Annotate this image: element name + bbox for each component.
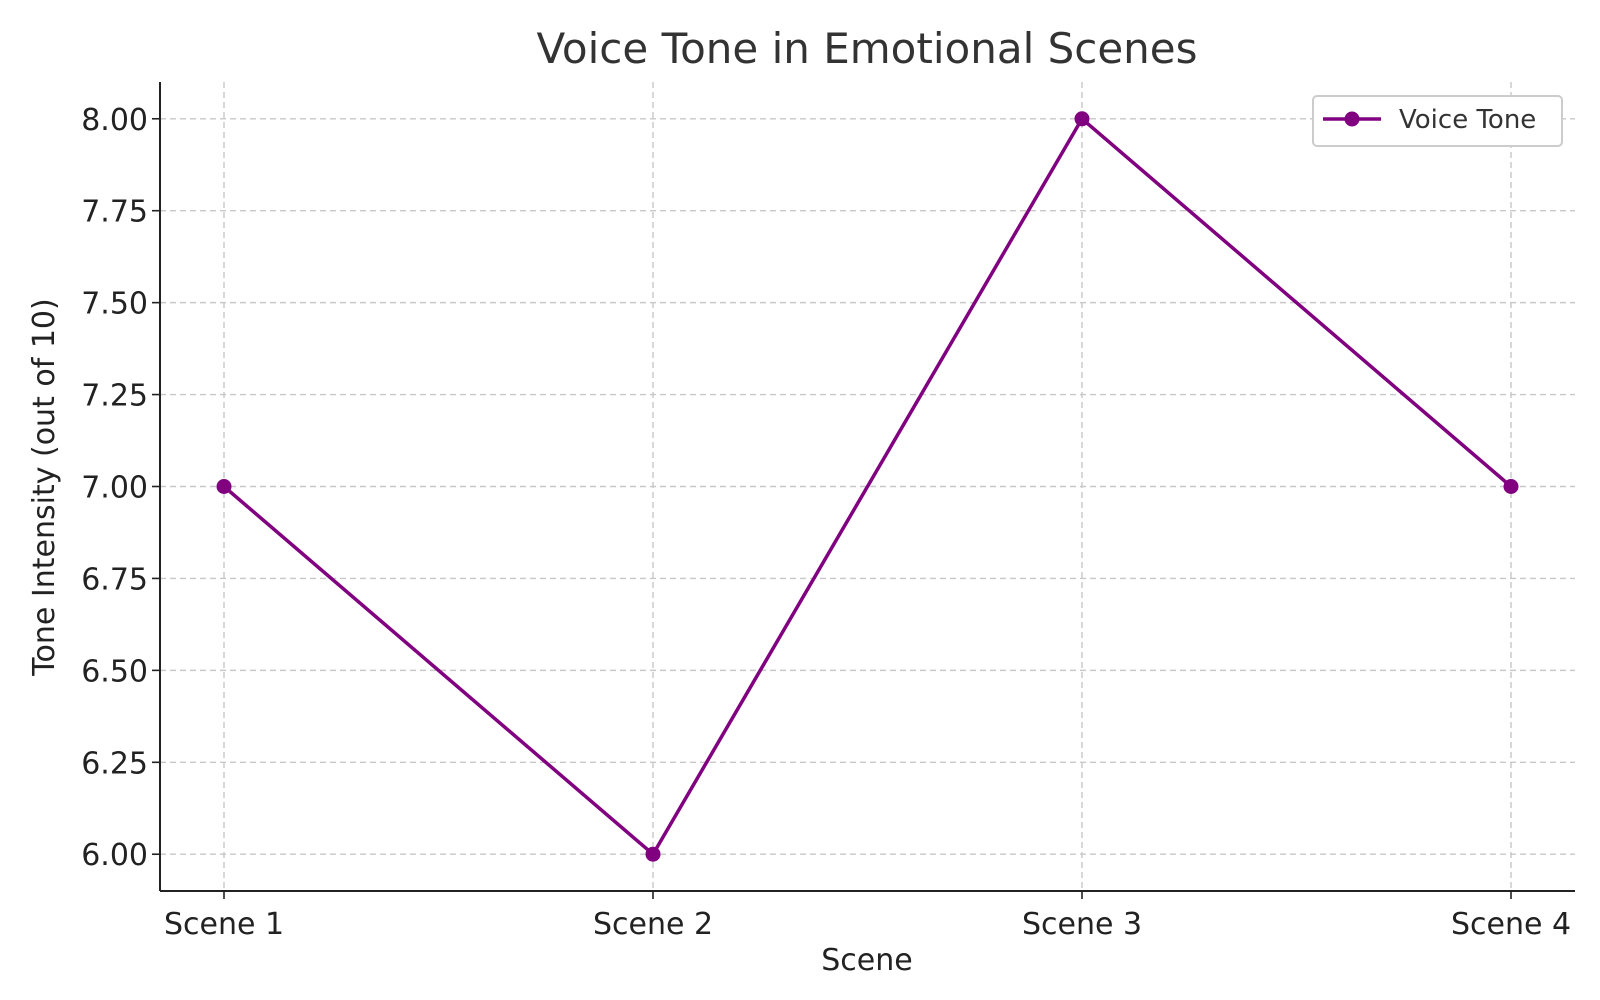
y-tick-label: 7.25 [81, 379, 148, 414]
legend-label-voice-tone: Voice Tone [1399, 105, 1536, 135]
y-tick-label: 7.50 [81, 287, 148, 322]
legend-box [1312, 95, 1563, 147]
y-tick-label: 6.50 [81, 654, 148, 689]
grid-lines [160, 82, 1575, 891]
y-axis-ticks: 6.00 6.25 6.50 6.75 7.00 7.25 7.50 7.75 8.00 [81, 103, 160, 873]
data-point [645, 846, 661, 862]
y-tick-label: 7.00 [81, 471, 148, 506]
y-axis-label: Tone Intensity (out of 10) [27, 298, 62, 676]
x-tick-label: Scene 2 [593, 907, 713, 942]
series-line-voice-tone [222, 117, 1513, 856]
y-tick-label: 7.75 [81, 195, 148, 230]
data-point [1074, 111, 1090, 127]
x-tick-label: Scene 4 [1451, 907, 1571, 942]
data-point [1503, 479, 1519, 494]
y-tick-label: 8.00 [81, 103, 148, 138]
y-tick-label: 6.00 [81, 838, 148, 873]
data-point [216, 479, 232, 494]
legend: Voice Tone [1312, 95, 1563, 147]
x-axis-label: Scene [821, 943, 912, 978]
x-axis-ticks: Scene 1 Scene 2 Scene 3 Scene 4 [164, 891, 1571, 942]
chart-title: Voice Tone in Emotional Scenes [536, 24, 1197, 73]
x-tick-label: Scene 1 [164, 907, 284, 942]
series-layer [216, 111, 1519, 862]
legend-marker-swatch [1344, 111, 1360, 127]
y-tick-label: 6.75 [81, 562, 148, 597]
x-tick-label: Scene 3 [1022, 907, 1142, 942]
y-tick-label: 6.25 [81, 746, 148, 781]
